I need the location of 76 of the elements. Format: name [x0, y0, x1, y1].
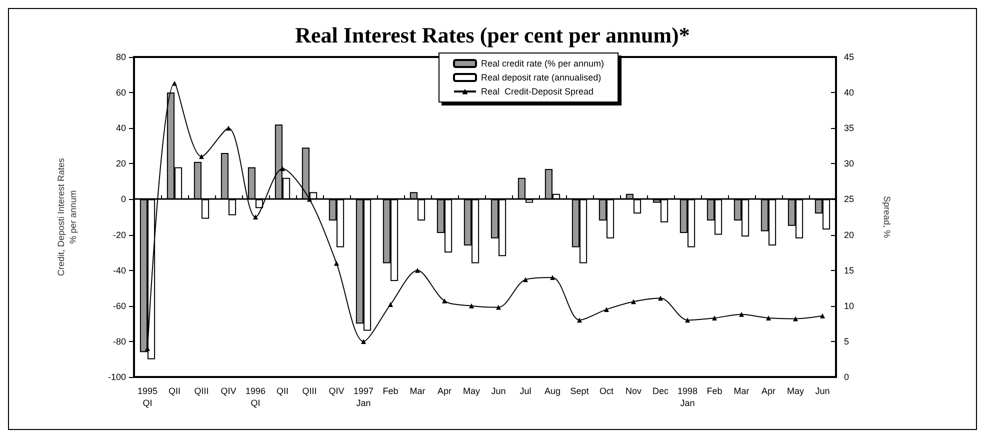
y-tick-label: 60 [116, 88, 126, 98]
x-tick-label: Apr [761, 386, 776, 396]
y2-tick-label: 20 [844, 230, 854, 240]
point [658, 296, 663, 301]
x-tick-label: 1995 QI [137, 386, 158, 408]
y-tick-label: -40 [112, 265, 126, 276]
point [361, 338, 366, 344]
y-axis-title: Credit, Deposti Interest Rates % per annum [56, 157, 78, 276]
point [496, 304, 501, 310]
x-tick-label: Nov [625, 386, 642, 396]
y2-tick-label: 0 [844, 372, 850, 382]
x-tick-label: 1998 Jan [677, 386, 698, 408]
x-tick-label: QII [168, 386, 181, 396]
point [739, 312, 744, 317]
x-tick-label: QIV [220, 386, 236, 396]
x-tick-label: Jun [815, 386, 830, 396]
x-tick-label: May [786, 386, 804, 396]
point [442, 298, 447, 304]
y-tick-label: -60 [112, 300, 126, 311]
y2-tick-label: 45 [844, 52, 854, 62]
y-tick-label: -20 [112, 230, 126, 240]
y2-tick-label: 25 [844, 194, 854, 204]
point [577, 318, 582, 323]
x-tick-label: Jul [520, 386, 532, 396]
point [172, 80, 177, 86]
legend-label: Real Credit-Deposit Spread [481, 86, 594, 96]
x-tick-label: Feb [382, 386, 398, 396]
y-tick-label: -100 [108, 372, 126, 382]
point [334, 260, 339, 266]
x-tick-label: Dec [652, 386, 669, 396]
legend-label: Real deposit rate (annualised) [481, 72, 602, 82]
point [685, 318, 690, 323]
point [793, 316, 798, 322]
point [523, 277, 528, 282]
x-tick-label: 1997 Jan [353, 386, 374, 408]
y2-tick-label: 5 [844, 336, 850, 346]
x-tick-label: Oct [599, 386, 614, 396]
point [604, 306, 609, 312]
point [199, 154, 204, 160]
y2-tick-label: 10 [844, 300, 854, 311]
y2-tick-label: 35 [844, 123, 854, 134]
y2-tick-label: 15 [844, 265, 854, 276]
point [280, 166, 285, 172]
point [631, 299, 636, 304]
y-tick-label: -80 [112, 336, 126, 346]
x-tick-label: QIII [194, 386, 209, 396]
x-tick-label: QIV [328, 386, 344, 396]
x-tick-label: Jun [491, 386, 506, 396]
x-tick-label: Aug [544, 386, 561, 396]
point [388, 302, 393, 307]
y-tick-label: 40 [116, 123, 126, 134]
x-tick-label: Sept [570, 386, 590, 396]
x-tick-label: May [462, 386, 480, 396]
point [766, 315, 771, 320]
y2-tick-label: 40 [844, 88, 854, 98]
x-tick-label: Mar [410, 386, 426, 396]
point [415, 268, 420, 273]
chart-title: Real Interest Rates (per cent per annum)* [295, 22, 690, 48]
x-tick-label: Feb [706, 386, 722, 396]
x-tick-label: QII [276, 386, 289, 396]
x-tick-label: Mar [734, 386, 750, 396]
x-tick-label: QIII [302, 386, 317, 396]
point [550, 274, 555, 280]
point [820, 313, 825, 318]
legend-label: Real credit rate (% per annum) [481, 58, 604, 68]
y-tick-label: 20 [116, 158, 126, 169]
y-tick-label: 80 [116, 52, 126, 62]
point [712, 315, 717, 320]
point [226, 126, 231, 131]
point [469, 303, 474, 308]
x-tick-label: Apr [437, 386, 452, 396]
y2-tick-label: 30 [844, 158, 854, 169]
y2-axis-title: Spread, % [882, 196, 892, 238]
point [253, 214, 258, 220]
y-tick-label: 0 [120, 194, 126, 204]
x-tick-label: 1996 QI [245, 386, 266, 408]
